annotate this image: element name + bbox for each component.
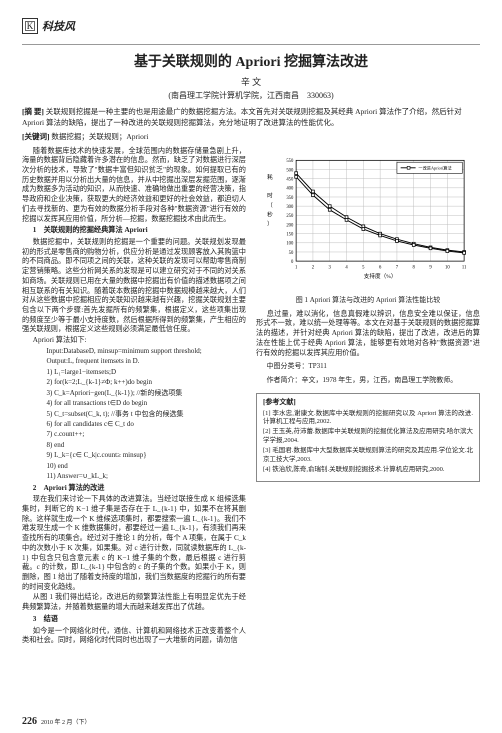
algo-title: Apriori 算法如下:	[33, 336, 246, 346]
svg-text:秒: 秒	[267, 210, 273, 218]
code-line: Output:L, frequent itemsets in D.	[36, 357, 246, 366]
page-number: 226	[22, 716, 37, 727]
para: 随着数据库技术的快速发展，全球范围内的数据存储量急剧上升，海量的数据背后隐藏着许…	[22, 147, 246, 225]
left-column: 随着数据库技术的快速发展，全球范围内的数据存储量急剧上升，海量的数据背后隐藏着许…	[22, 147, 246, 648]
code-line: 11) Answer=∪_kL_k;	[36, 472, 246, 481]
abstract: [摘 要] 关联规则挖掘是一种主要的也是用途最广的数据挖掘方法。本文首先对关联规…	[22, 107, 480, 128]
heading-1: 1 关联规则的挖掘经典算法 Apriori	[22, 226, 246, 236]
keywords: [关键词] 数据挖掘；关联规则；Apriori	[22, 132, 480, 143]
svg-text:时: 时	[267, 191, 273, 199]
para: 如今是一个网络化时代，通信、计算机和网络技术正改变着整个人类和社会。同时，网络化…	[22, 627, 246, 646]
code-line: 1) L₁=large1−itemsets;D	[36, 368, 246, 377]
ref-item: [4] 铁治欣,陈奇,俞瑞钊.关联规则挖掘技术.计算机应用研究,2000.	[263, 466, 473, 474]
performance-chart: 0501001502002503003504004505005501234567…	[256, 151, 480, 291]
svg-text:500: 500	[286, 168, 294, 173]
code-line: 6) for all candidates c∈ C_t do	[36, 420, 246, 429]
svg-text:一改进Apriori算法: 一改进Apriori算法	[418, 164, 451, 171]
svg-text:11: 11	[462, 265, 467, 270]
svg-text:支持度（%）: 支持度（%）	[364, 271, 397, 279]
code-line: Input:DatabaseD, minsup=minimum support …	[36, 347, 246, 356]
header: K 科技风	[22, 18, 480, 34]
header-rule	[22, 44, 480, 45]
code-line: 8) end	[36, 441, 246, 450]
svg-text:250: 250	[286, 214, 294, 219]
svg-text:100: 100	[286, 241, 294, 246]
svg-text:300: 300	[286, 205, 294, 210]
heading-3: 3 结语	[22, 615, 246, 625]
references: [参考文献] [1] 李水忠,谢康文.数据库中关联规则的挖掘研究以及 Aprio…	[256, 393, 480, 482]
code-line: 3) C_k=Apriori−gen(L_{k-1}); //新的候选项集	[36, 389, 246, 398]
footer: 226 2010 年 2 月（下）	[22, 716, 91, 727]
para: 息过量，难以消化，信息真假难以辨识，信息安全难以保证，信息形式不一致，难以统一处…	[256, 310, 480, 359]
right-column: 0501001502002503003504004505005501234567…	[256, 147, 480, 648]
svg-text:（: （	[267, 202, 273, 209]
author: 辛 文	[22, 75, 480, 88]
svg-text:350: 350	[286, 195, 294, 200]
refs-title: [参考文献]	[263, 398, 473, 407]
code-line: 9) L_k={c∈ C_k|c.count≥ minsup}	[36, 451, 246, 460]
author-bio: 作者简介：辛文，1978 年生，男，江西，南昌理工学院教师。	[256, 376, 480, 385]
chart-caption: 图 1 Apriori 算法与改进的 Apriori 算法性能比较	[256, 296, 480, 305]
svg-text:10: 10	[445, 265, 450, 270]
svg-text:450: 450	[286, 177, 294, 182]
keywords-text: 数据挖掘；关联规则；Apriori	[51, 132, 148, 141]
ref-item: [1] 李水忠,谢康文.数据库中关联规则的挖掘研究以及 Apriori 算法的改…	[263, 410, 473, 427]
affiliation: (南昌理工学院计算机学院，江西南昌 330063)	[22, 90, 480, 101]
heading-2: 2 Apriori 算法的改进	[22, 484, 246, 494]
section-label: 科技风	[42, 18, 75, 34]
clc: 中图分类号：TP311	[256, 362, 480, 371]
svg-text:400: 400	[286, 186, 294, 191]
para: 数据挖掘中，关联规则的挖掘是一个重要的问题。关联规划发现最初的形式是零售商的购物…	[22, 238, 246, 335]
keywords-label: [关键词]	[22, 132, 50, 141]
para: 现在我们来讨论一下具体的改进算法。当经过联接生成 K 组候选集集时，判断它的 K…	[22, 495, 246, 592]
abstract-text: 关联规则挖掘是一种主要的也是用途最广的数据挖掘方法。本文首先对关联规则挖掘及其经…	[22, 107, 462, 127]
ref-item: [2] 王玉英,苻沛蕾.数据库中关联规则的挖掘优化算法及应用研究.哈尔滨大学学报…	[263, 428, 473, 445]
svg-text:耗: 耗	[267, 174, 273, 181]
code-line: 5) C_t=subset(C_k, t); //事务 t 中包含的候选集	[36, 410, 246, 419]
svg-text:550: 550	[286, 159, 294, 164]
svg-text:）: ）	[267, 220, 273, 227]
svg-text:200: 200	[286, 223, 294, 228]
logo-icon: K	[22, 18, 38, 34]
abstract-label: [摘 要]	[22, 107, 44, 116]
footer-date: 2010 年 2 月（下）	[41, 717, 91, 726]
svg-text:50: 50	[289, 250, 294, 255]
code-line: 10) end	[36, 462, 246, 471]
svg-text:150: 150	[286, 232, 294, 237]
para: 从图 1 我们得出结论，改进后的频繁算法性能上有明显定优先于经典频繁算法，并随着…	[22, 593, 246, 612]
code-line: 4) for all transactions t∈D do begin	[36, 399, 246, 408]
code-line: 7) c.count++;	[36, 430, 246, 439]
ref-item: [3] 毛国君.数据库中大型数据库关联规则算法的研究及其应用.学位论文.北京工技…	[263, 447, 473, 464]
paper-title: 基于关联规则的 Apriori 挖掘算法改进	[22, 51, 480, 71]
code-line: 2) for(k=2;L_{k-1}≠Φ; k++)do begin	[36, 378, 246, 387]
